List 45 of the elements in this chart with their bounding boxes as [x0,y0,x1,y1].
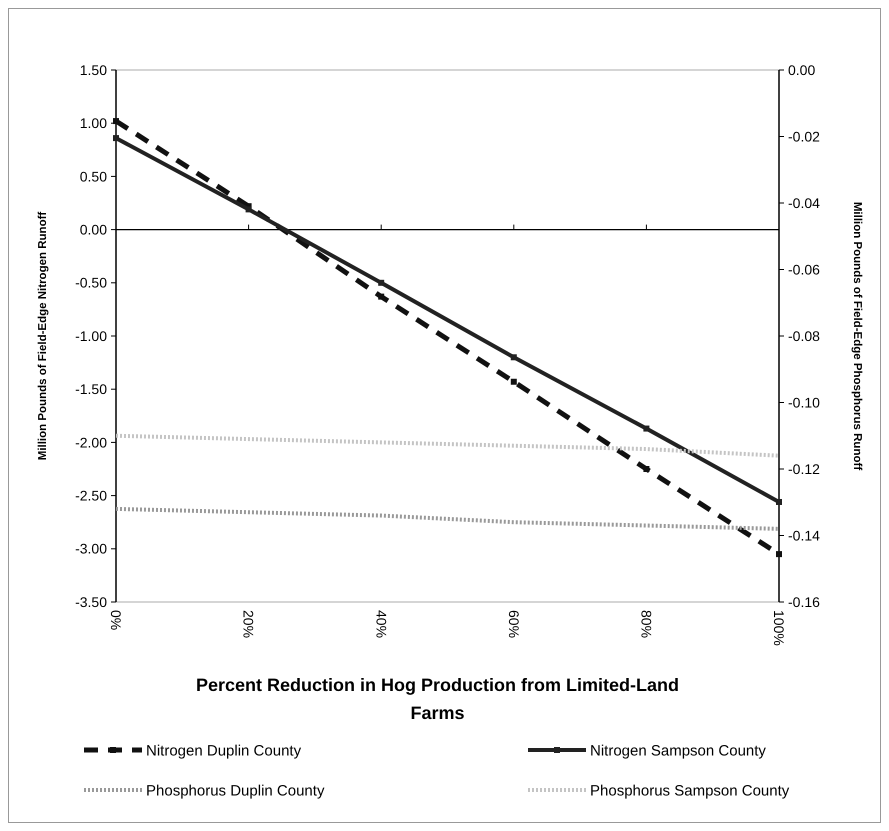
x-tick-label: 60% [506,610,522,638]
y-tick-label: -2.00 [75,434,108,450]
line-series [114,434,781,458]
point [776,498,782,505]
y-tick-label: -3.00 [75,540,108,557]
legend-label: Phosphorus Duplin County [146,782,325,800]
y-tick-label: 1.50 [80,62,108,78]
y2-tick-label: -0.14 [788,527,820,544]
y-tick-label: 0.00 [80,222,108,238]
point [510,378,517,385]
y-tick-label: -1.00 [75,328,108,344]
y-tick-label: -3.50 [75,594,108,610]
x-tick-label: 40% [373,610,390,638]
y-tick-label: -0.50 [75,274,108,291]
x-tick-label: 80% [638,610,654,638]
y2-tick-label: -0.12 [788,460,820,477]
point [113,118,119,124]
point [510,354,517,360]
point [643,426,650,432]
y-tick-label: -1.50 [75,381,108,398]
point [776,551,782,558]
y-tick-label: 1.00 [80,115,108,132]
point [246,206,252,212]
x-axis-title: Percent Reduction in Hog Production from Limited-Land Farms [196,675,680,723]
x-tick-label: 20% [240,610,257,638]
y-tick-label: 0.50 [80,168,108,184]
y-axis-title: Million Pounds of Field-Edge Nitrogen Runoff [37,212,49,460]
point [378,294,384,300]
legend-label: Phosphorus Sampson County [590,782,790,800]
y-tick-label: -2.50 [75,488,108,504]
y2-tick-label: 0.00 [788,62,816,78]
legend-label: Nitrogen Sampson County [590,742,766,760]
y2-tick-label: -0.16 [788,594,820,610]
y2-tick-label: -0.04 [788,194,820,211]
point [378,280,384,286]
y2-tick-label: -0.10 [788,394,820,410]
x-tick-label: 0% [108,610,124,630]
x-tick-label: 100% [771,610,788,646]
y2-tick-label: -0.06 [788,261,820,278]
point [113,135,119,142]
y2-tick-label: -0.08 [788,328,820,344]
point [643,466,650,472]
legend-label: Nitrogen Duplin County [146,742,302,760]
y2-axis-title: Million Pounds of Field-Edge Phosphorus Runoff [851,202,863,470]
y2-tick-label: -0.02 [788,128,820,144]
